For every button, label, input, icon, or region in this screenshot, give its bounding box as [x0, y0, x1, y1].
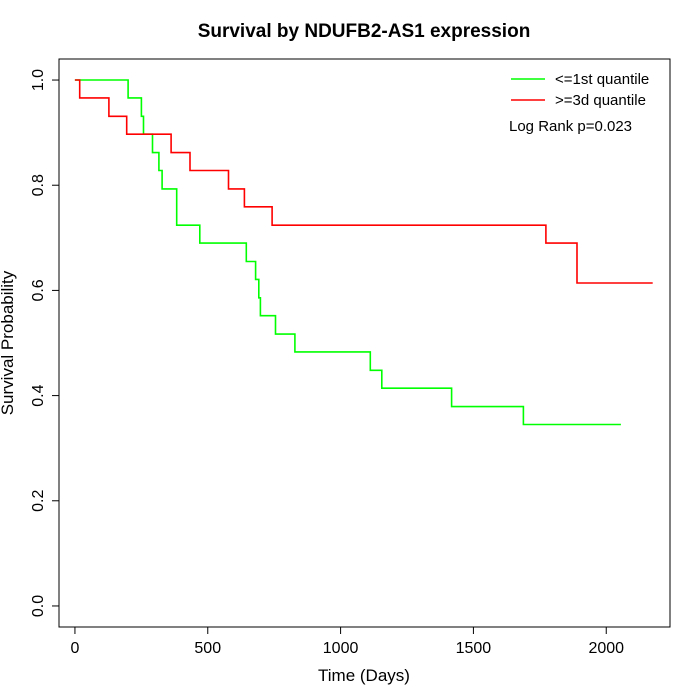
x-tick-label: 1000: [323, 640, 359, 657]
plot-frame: [58, 58, 671, 628]
chart-title: Survival by NDUFB2-AS1 expression: [198, 21, 531, 42]
y-tick-label: 1.0: [30, 69, 47, 91]
logrank-annotation: Log Rank p=0.023: [509, 118, 632, 135]
y-tick-label: 0.4: [30, 384, 47, 406]
x-tick-label: 0: [70, 640, 79, 657]
x-axis-label: Time (Days): [318, 666, 410, 685]
y-tick-label: 0.6: [30, 279, 47, 301]
axes-layer: 0 500 1000 1500 2000 0.0 0.2 0.4 0.6 0.8 1.0: [30, 69, 624, 657]
y-tick-label: 0.2: [30, 490, 47, 512]
y-axis-label: Survival Probability: [0, 270, 17, 415]
x-tick-label: 2000: [588, 640, 624, 657]
series-layer: [74, 79, 653, 426]
y-tick-label: 0.0: [30, 595, 47, 617]
series-line-high: [74, 79, 653, 284]
legend-label-low: <=1st quantile: [555, 71, 649, 88]
y-tick-label: 0.8: [30, 174, 47, 196]
legend-label-high: >=3d quantile: [555, 92, 646, 109]
legend: <=1st quantile >=3d quantile: [511, 71, 649, 109]
x-tick-label: 1500: [456, 640, 492, 657]
x-tick-label: 500: [194, 640, 221, 657]
